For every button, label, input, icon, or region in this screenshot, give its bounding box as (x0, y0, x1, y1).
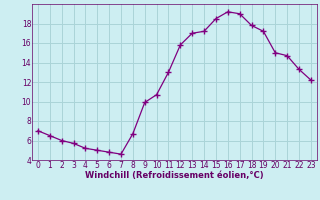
X-axis label: Windchill (Refroidissement éolien,°C): Windchill (Refroidissement éolien,°C) (85, 171, 264, 180)
